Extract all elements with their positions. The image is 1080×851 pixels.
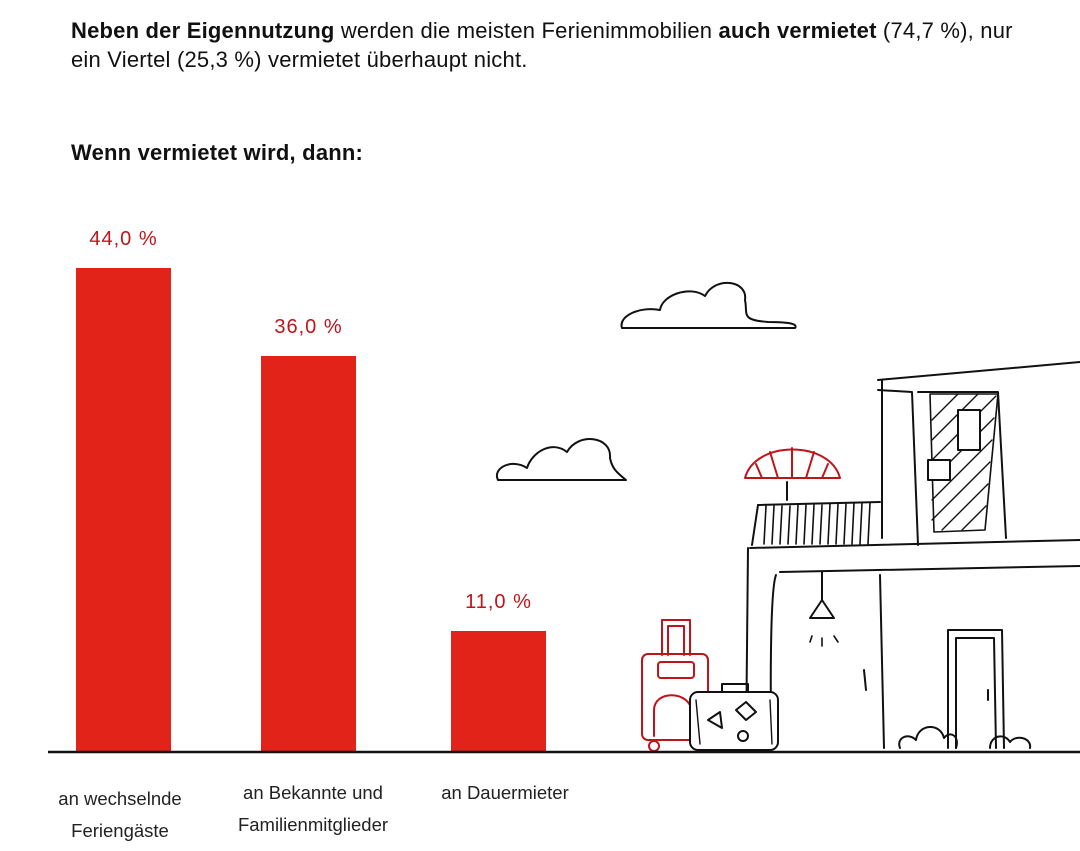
category-label-line: Familienmitglieder <box>237 814 389 835</box>
illustration <box>495 281 1080 752</box>
suitcase-icon <box>689 683 779 751</box>
value-labels-group: 44,0 % 36,0 % 11,0 % <box>89 228 532 613</box>
cloud-icon <box>495 438 627 481</box>
category-label-3: an Dauermieter <box>405 777 605 809</box>
headline-text-2: (74,7 %), nur ein Viertel (25,3 %) vermi… <box>71 18 1013 72</box>
category-label-line: an Bekannte und <box>243 782 383 803</box>
headline-text-1: werden die meisten Ferienimmobilien <box>334 18 719 43</box>
headline-bold-2: auch vermietet <box>718 18 877 43</box>
bar-3 <box>451 631 546 752</box>
bars-group <box>76 268 546 752</box>
bar-1 <box>76 268 171 752</box>
bar-2 <box>261 356 356 752</box>
category-label-line: an wechselnde <box>58 788 182 809</box>
bush-icon <box>989 735 1032 749</box>
value-label-1: 44,0 % <box>89 228 157 250</box>
headline: Neben der Eigennutzung werden die meiste… <box>71 16 1031 74</box>
category-label-line: Feriengäste <box>71 820 169 841</box>
category-label-line: an Dauermieter <box>441 782 569 803</box>
category-label-1: an wechselnde Feriengäste <box>20 783 220 847</box>
chart-subtitle: Wenn vermietet wird, dann: <box>71 140 364 165</box>
parasol-icon <box>744 447 841 501</box>
value-label-3: 11,0 % <box>465 591 532 613</box>
category-label-2: an Bekannte und Familienmitglieder <box>213 777 413 841</box>
cloud-icon <box>620 281 797 329</box>
bush-icon <box>898 726 958 749</box>
value-label-2: 36,0 % <box>274 316 342 338</box>
headline-bold-1: Neben der Eigennutzung <box>71 18 335 43</box>
house-icon <box>745 361 1080 749</box>
